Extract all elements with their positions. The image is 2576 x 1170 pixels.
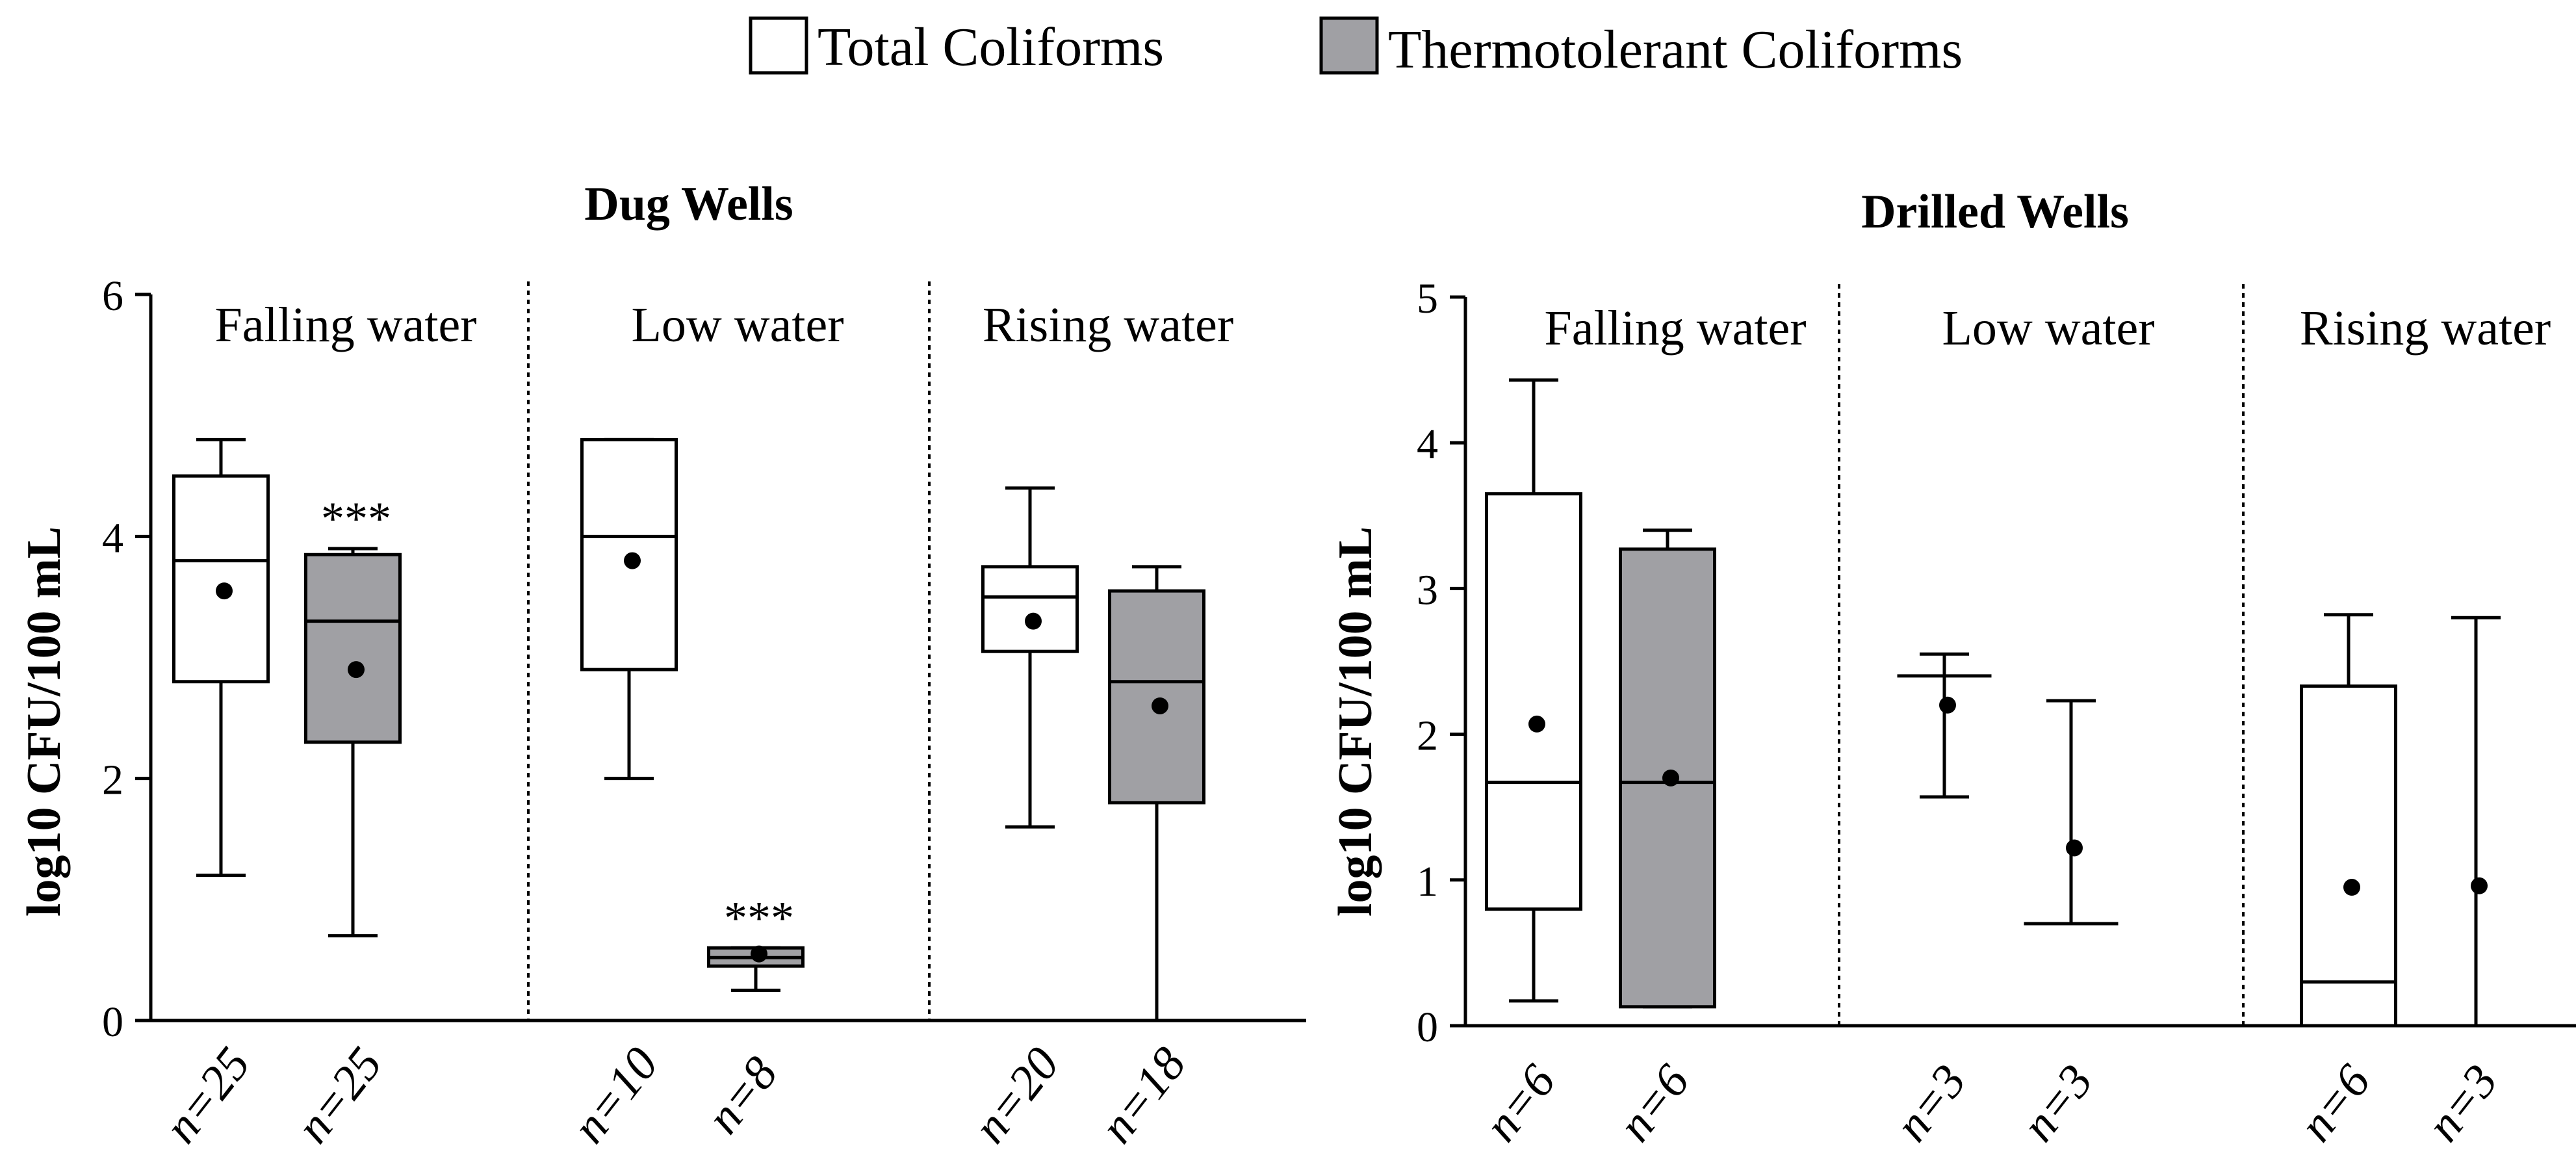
- y-tick-label: 2: [102, 757, 123, 804]
- box-body: [172, 474, 270, 684]
- legend-label-thermotolerant-coliforms: Thermotolerant Coliforms: [1388, 20, 1963, 80]
- plot-area-drilled-wells: 0 1 2 3 4 5 Falling water n=6 n=6 Low water n=3 n=3…: [1417, 275, 2576, 1151]
- legend-swatch-thermotolerant-coliforms: [1319, 16, 1379, 75]
- mean-marker: [624, 552, 641, 569]
- group-label: Rising water: [983, 298, 1233, 352]
- n-label: n=8: [697, 1047, 788, 1143]
- mean-marker: [1939, 696, 1956, 714]
- y-axis-label-drilled-wells: log10 CFU/100 mL: [1329, 526, 1382, 916]
- box-total-coliforms: [1897, 652, 1992, 799]
- mean-marker: [1025, 612, 1042, 630]
- mean-marker: [216, 582, 233, 600]
- n-label: n=6: [2289, 1055, 2381, 1151]
- mean-marker: [2343, 879, 2360, 896]
- box-body: [981, 565, 1079, 653]
- n-label: n=20: [963, 1038, 1070, 1153]
- mean-marker: [348, 661, 365, 679]
- n-label: n=6: [1475, 1055, 1566, 1151]
- mean-marker: [751, 945, 767, 963]
- panel-drilled-wells: Drilled Wells log10 CFU/100 mL 0 1 2 3 4 5 Fal…: [1329, 185, 2576, 1151]
- y-tick-label: 1: [1417, 858, 1438, 905]
- mean-marker: [1662, 769, 1679, 786]
- n-label: n=25: [154, 1038, 261, 1153]
- y-tick-label: 3: [1417, 566, 1438, 614]
- panel-title-drilled-wells: Drilled Wells: [1861, 185, 2129, 239]
- panel-dug-wells: Dug Wells log10 CFU/100 mL 0 2 4 6 Falling w…: [18, 177, 1306, 1153]
- significance-annotation: ***: [724, 892, 794, 944]
- group-label: Falling water: [1544, 301, 1806, 356]
- plot-area-dug-wells: 0 2 4 6 Falling water n=25 *** n=25 Low water n=1…: [102, 272, 1306, 1153]
- n-label: n=3: [1885, 1055, 1977, 1151]
- n-label: n=18: [1090, 1038, 1196, 1153]
- legend-swatch-total-coliforms: [749, 16, 808, 75]
- box-thermotolerant-coliforms: ***: [304, 493, 402, 938]
- mean-marker: [1152, 697, 1168, 714]
- box-total-coliforms: [981, 486, 1079, 829]
- box-body: [1485, 492, 1582, 911]
- panel-title-dug-wells: Dug Wells: [584, 177, 793, 231]
- group-label: Low water: [631, 298, 844, 352]
- y-tick-label: 4: [1417, 421, 1438, 468]
- group-label: Falling water: [214, 298, 476, 352]
- box-total-coliforms: [580, 437, 678, 781]
- box-body: [1108, 589, 1205, 805]
- y-tick-label: 5: [1417, 275, 1438, 322]
- group-label: Rising water: [2300, 301, 2551, 356]
- box-thermotolerant-coliforms: [2451, 616, 2501, 1026]
- mean-marker: [2471, 877, 2488, 894]
- mean-marker: [1528, 715, 1545, 733]
- box-thermotolerant-coliforms: [2024, 699, 2119, 926]
- y-tick-label: 0: [1417, 1004, 1438, 1051]
- box-body: [2300, 684, 2397, 1028]
- y-tick-label: 2: [1417, 712, 1438, 760]
- group-label: Low water: [1942, 301, 2154, 356]
- y-axis-label-dug-wells: log10 CFU/100 mL: [18, 526, 71, 916]
- y-tick-label: 0: [102, 998, 123, 1046]
- legend: Total Coliforms Thermotolerant Coliforms: [749, 16, 1963, 80]
- significance-annotation: ***: [321, 493, 391, 545]
- box-total-coliforms: [1485, 378, 1582, 1003]
- n-label: n=3: [2417, 1055, 2508, 1151]
- box-thermotolerant-coliforms: [1108, 565, 1205, 1020]
- n-label: n=6: [1608, 1055, 1700, 1151]
- mean-marker: [2066, 839, 2083, 857]
- box-body: [304, 552, 402, 744]
- box-total-coliforms: [172, 437, 270, 878]
- box-thermotolerant-coliforms: [1619, 528, 1716, 1009]
- legend-label-total-coliforms: Total Coliforms: [818, 17, 1164, 77]
- box-total-coliforms: [2300, 613, 2397, 1028]
- y-tick-label: 6: [102, 272, 123, 320]
- box-thermotolerant-coliforms: ***: [707, 892, 805, 992]
- y-tick-label: 4: [102, 514, 123, 562]
- n-label: n=25: [286, 1038, 393, 1153]
- n-label: n=10: [562, 1038, 669, 1153]
- n-label: n=3: [2012, 1055, 2104, 1151]
